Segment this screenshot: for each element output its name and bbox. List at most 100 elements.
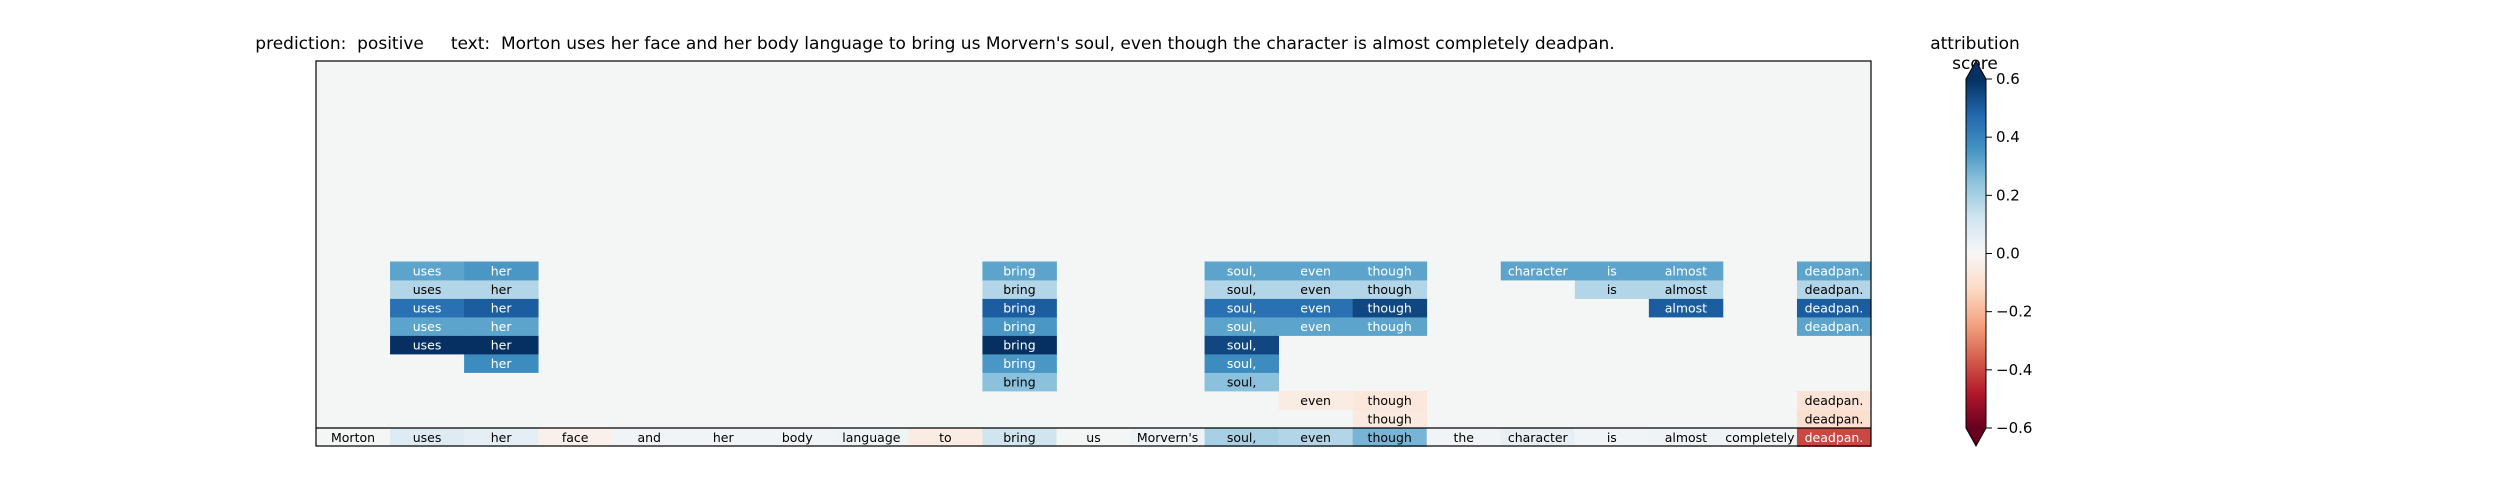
- token-cell-4-label: and: [637, 430, 661, 445]
- attribution-cell-r7-c1: uses: [390, 298, 465, 318]
- attribution-cell-r8-c9-label: bring: [1003, 282, 1035, 297]
- attribution-cell-r2-c13-label: even: [1300, 393, 1331, 408]
- attribution-cell-r9-c18-fill: [1648, 261, 1724, 281]
- attribution-cell-r2-c20-label: deadpan.: [1805, 393, 1864, 408]
- attribution-cell-r8-c18-fill: [1648, 280, 1724, 299]
- attribution-cell-r9-c2-label: her: [491, 263, 513, 278]
- chart-title: prediction: positive text: Morton uses h…: [0, 34, 1870, 54]
- token-cell-9-label: bring: [1003, 430, 1035, 445]
- attribution-cell-r6-c1-label: uses: [413, 319, 442, 334]
- token-cell-1-fill: [390, 428, 465, 447]
- token-cell-7-label: language: [842, 430, 901, 445]
- prediction-label: prediction:: [255, 34, 347, 54]
- colorbar: −0.6 −0.4 −0.2 0.0 0.2 0.4 0.6: [1965, 59, 2032, 448]
- attribution-cell-r4-c2-label: her: [491, 356, 513, 371]
- attribution-cell-r9-c12: soul,: [1204, 261, 1280, 281]
- token-cell-8: to: [908, 428, 983, 447]
- token-cell-18-label: almost: [1665, 430, 1707, 445]
- token-cell-11-fill: [1130, 428, 1205, 447]
- attribution-cell-r7-c1-fill: [390, 298, 465, 318]
- attribution-cell-r9-c17-label: is: [1607, 263, 1617, 278]
- attribution-cell-r6-c9-label: bring: [1003, 319, 1035, 334]
- attribution-cell-r3-c12-fill: [1204, 372, 1280, 392]
- attribution-cell-r6-c13: even: [1278, 317, 1354, 336]
- attribution-cell-r7-c20-label: deadpan.: [1805, 300, 1864, 315]
- attribution-cell-r6-c13-fill: [1278, 317, 1354, 336]
- attribution-cell-r4-c9-label: bring: [1003, 356, 1035, 371]
- token-cell-12-fill: [1204, 428, 1280, 447]
- attribution-cell-r8-c12-label: soul,: [1227, 282, 1257, 297]
- attribution-cell-r7-c9-label: bring: [1003, 300, 1035, 315]
- attribution-cell-r8-c20-label: deadpan.: [1805, 282, 1864, 297]
- attribution-cell-r9-c14-fill: [1352, 261, 1428, 281]
- attribution-cell-r9-c12-label: soul,: [1227, 263, 1257, 278]
- attribution-cell-r9-c18-label: almost: [1665, 263, 1707, 278]
- token-cell-1-label: uses: [413, 430, 442, 445]
- prediction-value: positive: [357, 34, 424, 54]
- token-cell-13-label: even: [1300, 430, 1331, 445]
- attribution-cell-r7-c18: almost: [1648, 298, 1724, 318]
- attribution-cell-r9-c18: almost: [1648, 261, 1724, 281]
- attribution-cell-r5-c12-fill: [1204, 335, 1280, 355]
- attribution-cell-r4-c2-fill: [464, 354, 539, 373]
- token-cell-5-label: her: [713, 430, 735, 445]
- token-cell-14-label: though: [1368, 430, 1412, 445]
- attribution-cell-r2-c13-fill: [1278, 391, 1354, 410]
- attribution-cell-r8-c9: bring: [982, 280, 1057, 299]
- token-cell-15-label: the: [1453, 430, 1474, 445]
- text-value: Morton uses her face and her body langua…: [500, 34, 1615, 54]
- token-cell-2-fill: [464, 428, 539, 447]
- attribution-cell-r8-c14-label: though: [1368, 282, 1412, 297]
- attribution-cell-r2-c20: deadpan.: [1796, 391, 1872, 410]
- token-cell-16-fill: [1500, 428, 1576, 447]
- attribution-cell-r7-c9-fill: [982, 298, 1057, 318]
- attribution-cell-r8-c13: even: [1278, 280, 1354, 299]
- attribution-cell-r6-c1: uses: [390, 317, 465, 336]
- colorbar-tick-label: 0.6: [1996, 70, 2020, 88]
- attribution-cell-r7-c13: even: [1278, 298, 1354, 318]
- attribution-cell-r2-c14-fill: [1352, 391, 1428, 410]
- attribution-cell-r5-c2: her: [464, 335, 539, 355]
- attribution-cell-r6-c20-label: deadpan.: [1805, 319, 1864, 334]
- attribution-cell-r9-c12-fill: [1204, 261, 1280, 281]
- attribution-cell-r3-c12: soul,: [1204, 372, 1280, 392]
- token-cell-8-label: to: [939, 430, 952, 445]
- token-cell-6-fill: [760, 428, 835, 447]
- attribution-cell-r7-c13-fill: [1278, 298, 1354, 318]
- attribution-cell-r8-c20: deadpan.: [1796, 280, 1872, 299]
- attribution-cell-r5-c9: bring: [982, 335, 1057, 355]
- token-cell-17-label: is: [1607, 430, 1617, 445]
- attribution-cell-r6-c20-fill: [1796, 317, 1872, 336]
- token-cell-10-label: us: [1086, 430, 1100, 445]
- attribution-cell-r4-c9-fill: [982, 354, 1057, 373]
- token-cell-2-label: her: [491, 430, 513, 445]
- attribution-cell-r9-c9: bring: [982, 261, 1057, 281]
- attribution-cell-r6-c2-label: her: [491, 319, 513, 334]
- token-cell-7-fill: [834, 428, 909, 447]
- attribution-cell-r4-c9: bring: [982, 354, 1057, 373]
- token-cell-9: bring: [982, 428, 1057, 447]
- attribution-cell-r6-c2-fill: [464, 317, 539, 336]
- attribution-cell-r8-c14: though: [1352, 280, 1428, 299]
- attribution-cell-r1-c20: deadpan.: [1796, 409, 1872, 429]
- attribution-cell-r6-c12-label: soul,: [1227, 319, 1257, 334]
- attribution-cell-r9-c2: her: [464, 261, 539, 281]
- attribution-cell-r8-c9-fill: [982, 280, 1057, 299]
- attribution-cell-r3-c12-label: soul,: [1227, 374, 1257, 389]
- attribution-cell-r7-c2-label: her: [491, 300, 513, 315]
- attribution-cell-r9-c17: is: [1574, 261, 1650, 281]
- attribution-cell-r1-c14-fill: [1352, 409, 1428, 429]
- token-cell-6: body: [760, 428, 835, 447]
- attribution-cell-r8-c13-fill: [1278, 280, 1354, 299]
- token-cell-5: her: [686, 428, 761, 447]
- colorbar-tick-label: 0.4: [1996, 128, 2020, 146]
- attribution-cell-r9-c9-label: bring: [1003, 263, 1035, 278]
- token-cell-11: Morvern's: [1130, 428, 1205, 447]
- attribution-cell-r2-c14: though: [1352, 391, 1428, 410]
- attribution-cell-r7-c20: deadpan.: [1796, 298, 1872, 318]
- attribution-cell-r9-c14: though: [1352, 261, 1428, 281]
- attribution-cell-r1-c20-fill: [1796, 409, 1872, 429]
- attribution-cell-r5-c9-fill: [982, 335, 1057, 355]
- attribution-cell-r8-c1-fill: [390, 280, 465, 299]
